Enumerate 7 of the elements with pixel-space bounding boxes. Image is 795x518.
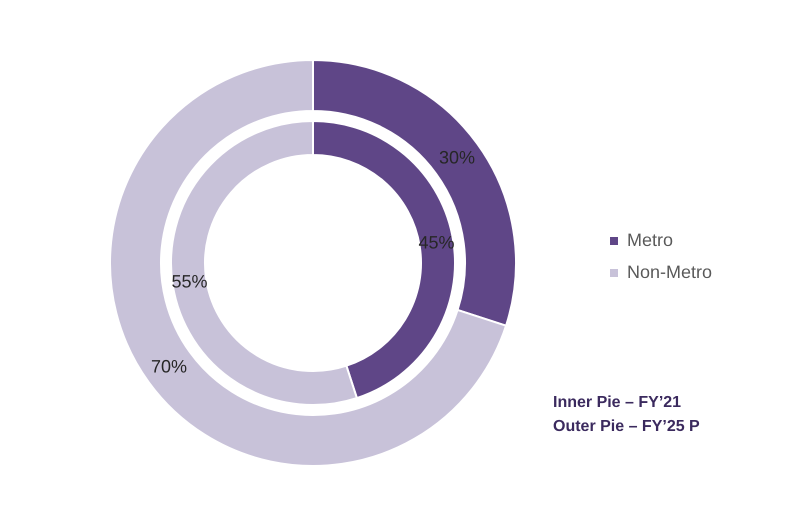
data-label: 70% [150,356,188,377]
data-label: 30% [438,147,476,168]
text: Outer Pie – FY’25 P [553,418,700,435]
legend-label: Non-Metro [627,262,712,282]
data-label: 55% [172,272,208,292]
text: Inner Pie – FY’21 [553,394,682,411]
legend-label: Metro [627,230,674,250]
